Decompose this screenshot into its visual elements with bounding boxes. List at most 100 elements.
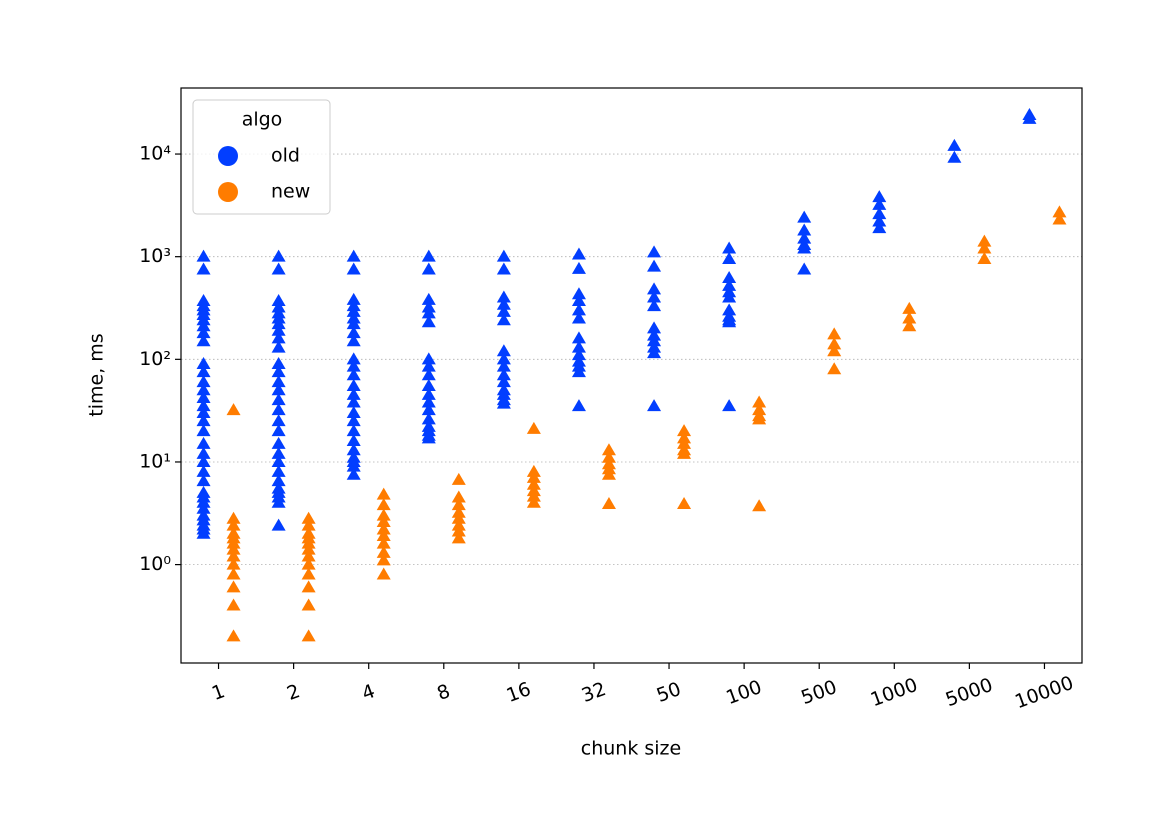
point	[271, 262, 286, 275]
point	[571, 311, 586, 324]
point	[571, 340, 586, 353]
point	[421, 378, 436, 391]
x-axis-label: chunk size	[581, 738, 681, 760]
point	[376, 508, 391, 521]
point	[677, 496, 692, 509]
point	[196, 526, 211, 539]
point	[196, 383, 211, 396]
point	[571, 303, 586, 316]
point	[301, 580, 316, 593]
point	[301, 518, 316, 531]
point	[496, 396, 511, 409]
point	[451, 524, 466, 537]
point	[496, 313, 511, 326]
point	[196, 454, 211, 467]
point	[451, 531, 466, 544]
point	[346, 368, 361, 381]
point	[421, 315, 436, 328]
x-tick-label: 16	[504, 678, 534, 707]
point	[271, 446, 286, 459]
point	[376, 536, 391, 549]
point	[496, 249, 511, 262]
point	[346, 387, 361, 400]
x-tick-label: 100	[723, 676, 765, 709]
y-tick-label: 10³	[139, 245, 171, 267]
point	[346, 326, 361, 339]
point	[421, 359, 436, 372]
point	[677, 424, 692, 437]
point	[196, 405, 211, 418]
point	[301, 598, 316, 611]
point	[271, 323, 286, 336]
y-tick-label: 10²	[139, 348, 171, 370]
point	[346, 317, 361, 330]
point	[376, 522, 391, 535]
point	[421, 412, 436, 425]
point	[647, 334, 662, 347]
legend-title: algo	[242, 109, 283, 131]
point	[752, 412, 767, 425]
point	[722, 315, 737, 328]
point	[271, 340, 286, 353]
point	[301, 549, 316, 562]
point	[196, 474, 211, 487]
point	[902, 319, 917, 332]
point	[647, 299, 662, 312]
point	[196, 390, 211, 403]
plot-frame	[180, 87, 1083, 664]
point	[451, 498, 466, 511]
point	[571, 247, 586, 260]
y-tick-label: 10¹	[139, 450, 171, 472]
point	[722, 278, 737, 291]
x-tick-label: 5000	[943, 674, 996, 711]
x-tick-label: 1	[209, 680, 228, 705]
point	[601, 467, 616, 480]
legend-marker	[218, 182, 238, 202]
point	[196, 414, 211, 427]
point	[271, 436, 286, 449]
point	[601, 450, 616, 463]
point	[526, 477, 541, 490]
point	[421, 249, 436, 262]
point	[947, 138, 962, 151]
point	[346, 467, 361, 480]
point	[647, 399, 662, 412]
point	[827, 344, 842, 357]
point	[271, 393, 286, 406]
point	[301, 567, 316, 580]
point	[902, 311, 917, 324]
point	[722, 303, 737, 316]
point	[196, 326, 211, 339]
point	[797, 231, 812, 244]
point	[496, 304, 511, 317]
point	[526, 489, 541, 502]
point	[526, 421, 541, 434]
point	[451, 472, 466, 485]
point	[977, 251, 992, 264]
point	[196, 365, 211, 378]
point	[271, 474, 286, 487]
point	[271, 464, 286, 477]
point	[346, 304, 361, 317]
point	[271, 365, 286, 378]
point	[376, 528, 391, 541]
point	[722, 290, 737, 303]
point	[647, 346, 662, 359]
point	[196, 436, 211, 449]
point	[902, 301, 917, 314]
point	[496, 359, 511, 372]
point	[346, 395, 361, 408]
point	[196, 399, 211, 412]
point	[526, 495, 541, 508]
point	[196, 249, 211, 262]
point	[571, 261, 586, 274]
point	[647, 321, 662, 334]
point	[226, 567, 241, 580]
point	[872, 207, 887, 220]
point	[571, 287, 586, 300]
point	[571, 294, 586, 307]
point	[346, 352, 361, 365]
point	[647, 282, 662, 295]
point	[977, 241, 992, 254]
point	[301, 629, 316, 642]
